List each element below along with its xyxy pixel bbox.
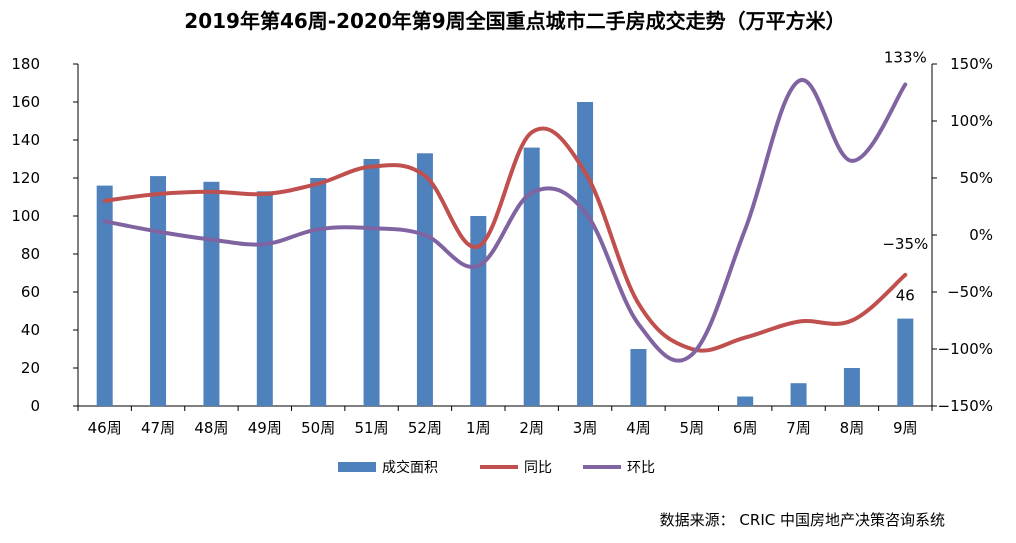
x-tick-label: 4周	[626, 419, 651, 437]
bar	[737, 396, 754, 406]
bar	[416, 153, 433, 406]
bar	[523, 147, 540, 406]
y-right-tick-label: 50%	[960, 169, 993, 187]
bar	[843, 368, 860, 406]
y-right-tick-label: −150%	[938, 397, 993, 415]
x-tick-label: 49周	[248, 419, 282, 437]
x-tick-label: 48周	[194, 419, 228, 437]
chart-title: 2019年第46周-2020年第9周全国重点城市二手房成交走势（万平方米）	[184, 9, 845, 33]
data-label: −35%	[882, 235, 928, 253]
y-right-tick-label: −100%	[938, 340, 993, 358]
y-left-tick-label: 100	[11, 207, 40, 225]
axes: 0 20 40 60 80 100 120 140 160 180 −150% −100% −50% 0%…	[11, 55, 993, 437]
annotations: 133% −35% 46	[882, 49, 928, 305]
x-tick-label: 3周	[573, 419, 598, 437]
bar	[577, 102, 594, 406]
x-tick-label: 1周	[466, 419, 491, 437]
bar-series	[96, 102, 914, 406]
x-tick-label: 7周	[786, 419, 811, 437]
x-tick-label: 52周	[408, 419, 442, 437]
line-yoy	[102, 126, 908, 353]
bar	[203, 181, 220, 406]
bar	[363, 159, 380, 406]
bar	[256, 191, 273, 406]
x-tick-label: 2周	[519, 419, 544, 437]
legend: 成交面积 同比 环比	[338, 459, 655, 476]
x-tick-label: 9周	[893, 419, 918, 437]
source-note: 数据来源： CRIC 中国房地产决策咨询系统	[660, 511, 945, 529]
y-left-tick-label: 80	[21, 245, 40, 263]
legend-label: 成交面积	[382, 459, 438, 476]
y-left-tick-label: 0	[30, 397, 40, 415]
bar	[630, 349, 647, 406]
data-label: 133%	[884, 49, 927, 67]
data-label: 46	[896, 287, 915, 305]
legend-swatch	[338, 462, 376, 472]
y-right-tick-label: 0%	[969, 226, 993, 244]
x-tick-label: 46周	[88, 419, 122, 437]
y-right-tick-label: −50%	[947, 283, 993, 301]
y-left-tick-label: 60	[21, 283, 40, 301]
x-tick-label: 47周	[141, 419, 175, 437]
legend-label: 环比	[627, 460, 655, 476]
x-tick-label: 6周	[733, 419, 758, 437]
x-tick-label: 50周	[301, 419, 335, 437]
y-left-tick-label: 40	[21, 321, 40, 339]
y-right-tick-label: 150%	[950, 55, 993, 73]
line-mom	[102, 78, 908, 363]
bar	[310, 178, 327, 406]
x-tick-label: 8周	[840, 419, 865, 437]
line-series	[102, 78, 908, 363]
y-left-tick-label: 140	[11, 131, 40, 149]
bar	[790, 383, 807, 406]
y-left-tick-label: 120	[11, 169, 40, 187]
bar	[150, 176, 167, 406]
legend-label: 同比	[524, 460, 552, 476]
y-left-tick-label: 20	[21, 359, 40, 377]
y-left-tick-label: 160	[11, 93, 40, 111]
bar	[96, 185, 113, 406]
x-tick-label: 5周	[680, 419, 705, 437]
y-left-tick-label: 180	[11, 55, 40, 73]
x-tick-label: 51周	[355, 419, 389, 437]
bar	[897, 318, 914, 406]
y-right-tick-label: 100%	[950, 112, 993, 130]
